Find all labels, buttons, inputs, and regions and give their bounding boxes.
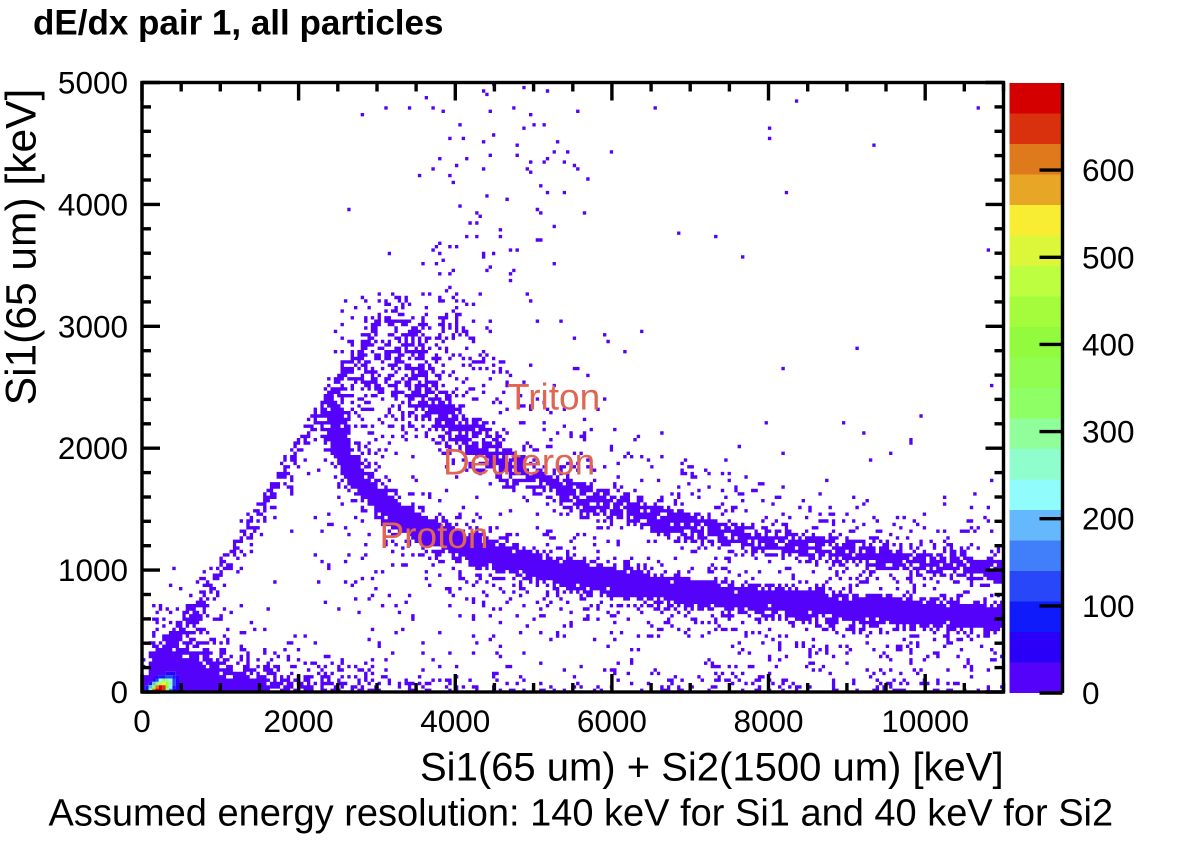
svg-text:600: 600 — [1082, 152, 1135, 188]
svg-text:1000: 1000 — [58, 552, 128, 588]
svg-text:8000: 8000 — [733, 703, 803, 739]
svg-text:dE/dx pair 1, all particles: dE/dx pair 1, all particles — [33, 3, 443, 42]
svg-text:0: 0 — [1082, 675, 1100, 711]
svg-text:0: 0 — [110, 674, 128, 710]
svg-text:500: 500 — [1082, 239, 1135, 275]
svg-text:200: 200 — [1082, 501, 1135, 537]
svg-text:2000: 2000 — [264, 703, 334, 739]
svg-text:100: 100 — [1082, 588, 1135, 624]
svg-text:4000: 4000 — [58, 186, 128, 222]
svg-text:Triton: Triton — [507, 377, 600, 418]
svg-text:10000: 10000 — [881, 703, 969, 739]
svg-text:6000: 6000 — [577, 703, 647, 739]
svg-text:Si1(65 um) + Si2(1500 um) [keV: Si1(65 um) + Si2(1500 um) [keV] — [420, 746, 1004, 790]
svg-text:2000: 2000 — [58, 430, 128, 466]
svg-text:Si1(65 um) [keV]: Si1(65 um) [keV] — [0, 89, 46, 406]
svg-text:Assumed energy resolution: 140: Assumed energy resolution: 140 keV for S… — [49, 793, 1114, 835]
svg-text:3000: 3000 — [58, 308, 128, 344]
svg-text:300: 300 — [1082, 414, 1135, 450]
svg-text:5000: 5000 — [58, 65, 128, 101]
svg-text:400: 400 — [1082, 326, 1135, 362]
svg-text:4000: 4000 — [420, 703, 490, 739]
svg-text:0: 0 — [133, 703, 151, 739]
svg-text:Proton: Proton — [380, 515, 489, 556]
svg-text:Deuteron: Deuteron — [443, 442, 595, 483]
